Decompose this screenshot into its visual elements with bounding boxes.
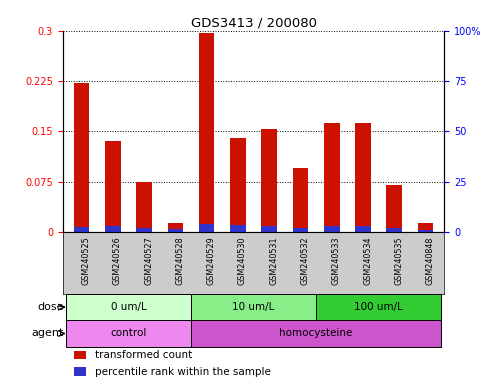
Text: GSM240535: GSM240535 [394,237,403,285]
Bar [74,367,86,376]
Bar [74,351,86,359]
Text: 10 um/L: 10 um/L [232,302,275,312]
Text: dose: dose [37,302,64,312]
Text: GSM240528: GSM240528 [175,237,185,285]
Bar [293,168,308,232]
Text: agent: agent [31,328,64,338]
Bar [105,141,121,232]
Text: GSM240848: GSM240848 [426,237,435,285]
Text: percentile rank within the sample: percentile rank within the sample [95,367,271,377]
Text: GSM240532: GSM240532 [300,237,310,285]
Text: GSM240533: GSM240533 [332,237,341,285]
Bar [324,227,340,232]
Bar [418,230,433,232]
Bar [355,226,371,232]
Bar [66,320,191,347]
Title: GDS3413 / 200080: GDS3413 / 200080 [191,17,316,30]
Bar [191,320,441,347]
Bar [316,294,441,320]
Bar [418,223,433,232]
Bar [386,228,402,232]
Bar [230,138,246,232]
Bar [74,227,89,232]
Bar [355,122,371,232]
Text: GSM240531: GSM240531 [269,237,278,285]
Text: GSM240527: GSM240527 [144,237,153,285]
Bar [74,83,89,232]
Bar [136,228,152,232]
Bar [261,129,277,232]
Text: GSM240530: GSM240530 [238,237,247,285]
Text: transformed count: transformed count [95,350,192,360]
Text: 100 um/L: 100 um/L [354,302,403,312]
Text: GSM240526: GSM240526 [113,237,122,285]
Text: GSM240529: GSM240529 [207,237,216,285]
Bar [230,225,246,232]
Bar [293,228,308,232]
Bar [136,182,152,232]
Bar [168,223,183,232]
Text: homocysteine: homocysteine [280,328,353,338]
Bar [168,229,183,232]
Text: control: control [110,328,147,338]
Bar [199,33,214,232]
Text: GSM240525: GSM240525 [82,237,90,285]
Bar [199,224,214,232]
Bar [386,185,402,232]
Text: 0 um/L: 0 um/L [111,302,146,312]
Bar [66,294,191,320]
Bar [191,294,316,320]
Text: GSM240534: GSM240534 [363,237,372,285]
Bar [261,227,277,232]
Bar [105,226,121,232]
Bar [324,122,340,232]
